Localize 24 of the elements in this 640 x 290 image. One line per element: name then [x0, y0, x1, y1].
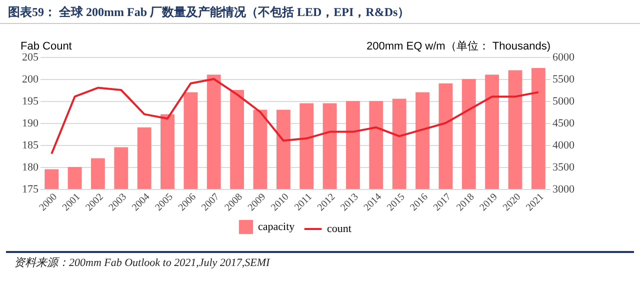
y-tick-label: 180	[22, 162, 39, 174]
y-axis-title: Fab Count	[20, 40, 72, 52]
y-tick-label: 200	[22, 74, 39, 86]
y2-tick-label: 4000	[552, 140, 575, 152]
y2-tick-label: 3500	[552, 162, 575, 174]
line-series	[50, 78, 540, 155]
y2-tick-label: 5500	[552, 74, 575, 86]
x-tick-label: 2021	[524, 192, 546, 214]
y-tick-label: 205	[22, 52, 39, 64]
y-tick-label: 195	[22, 96, 39, 108]
x-tick-label: 2011	[292, 192, 314, 214]
y-tick-label: 175	[22, 184, 39, 196]
text: 资料来源：200mm Fab Outlook to 2021,July 2017,SEMI	[6, 251, 634, 272]
y-tick-label: 185	[22, 140, 39, 152]
x-tick-label: 2001	[60, 192, 83, 214]
y2-tick-label: 5000	[552, 96, 575, 108]
legend-label: capacity	[258, 221, 296, 233]
y2-tick-label: 3000	[552, 184, 575, 196]
legend-label: count	[327, 223, 352, 235]
y-tick-label: 190	[22, 118, 39, 130]
y2-axis-title: 200mm EQ w/m（单位： Thousands)	[366, 40, 550, 52]
chart-title: 图表59： 全球 200mm Fab 厂数量及产能情况（不包括 LED，EPI，R&Ds）	[0, 0, 640, 24]
y2-tick-label: 6000	[552, 52, 575, 64]
y2-tick-label: 4500	[552, 118, 575, 130]
